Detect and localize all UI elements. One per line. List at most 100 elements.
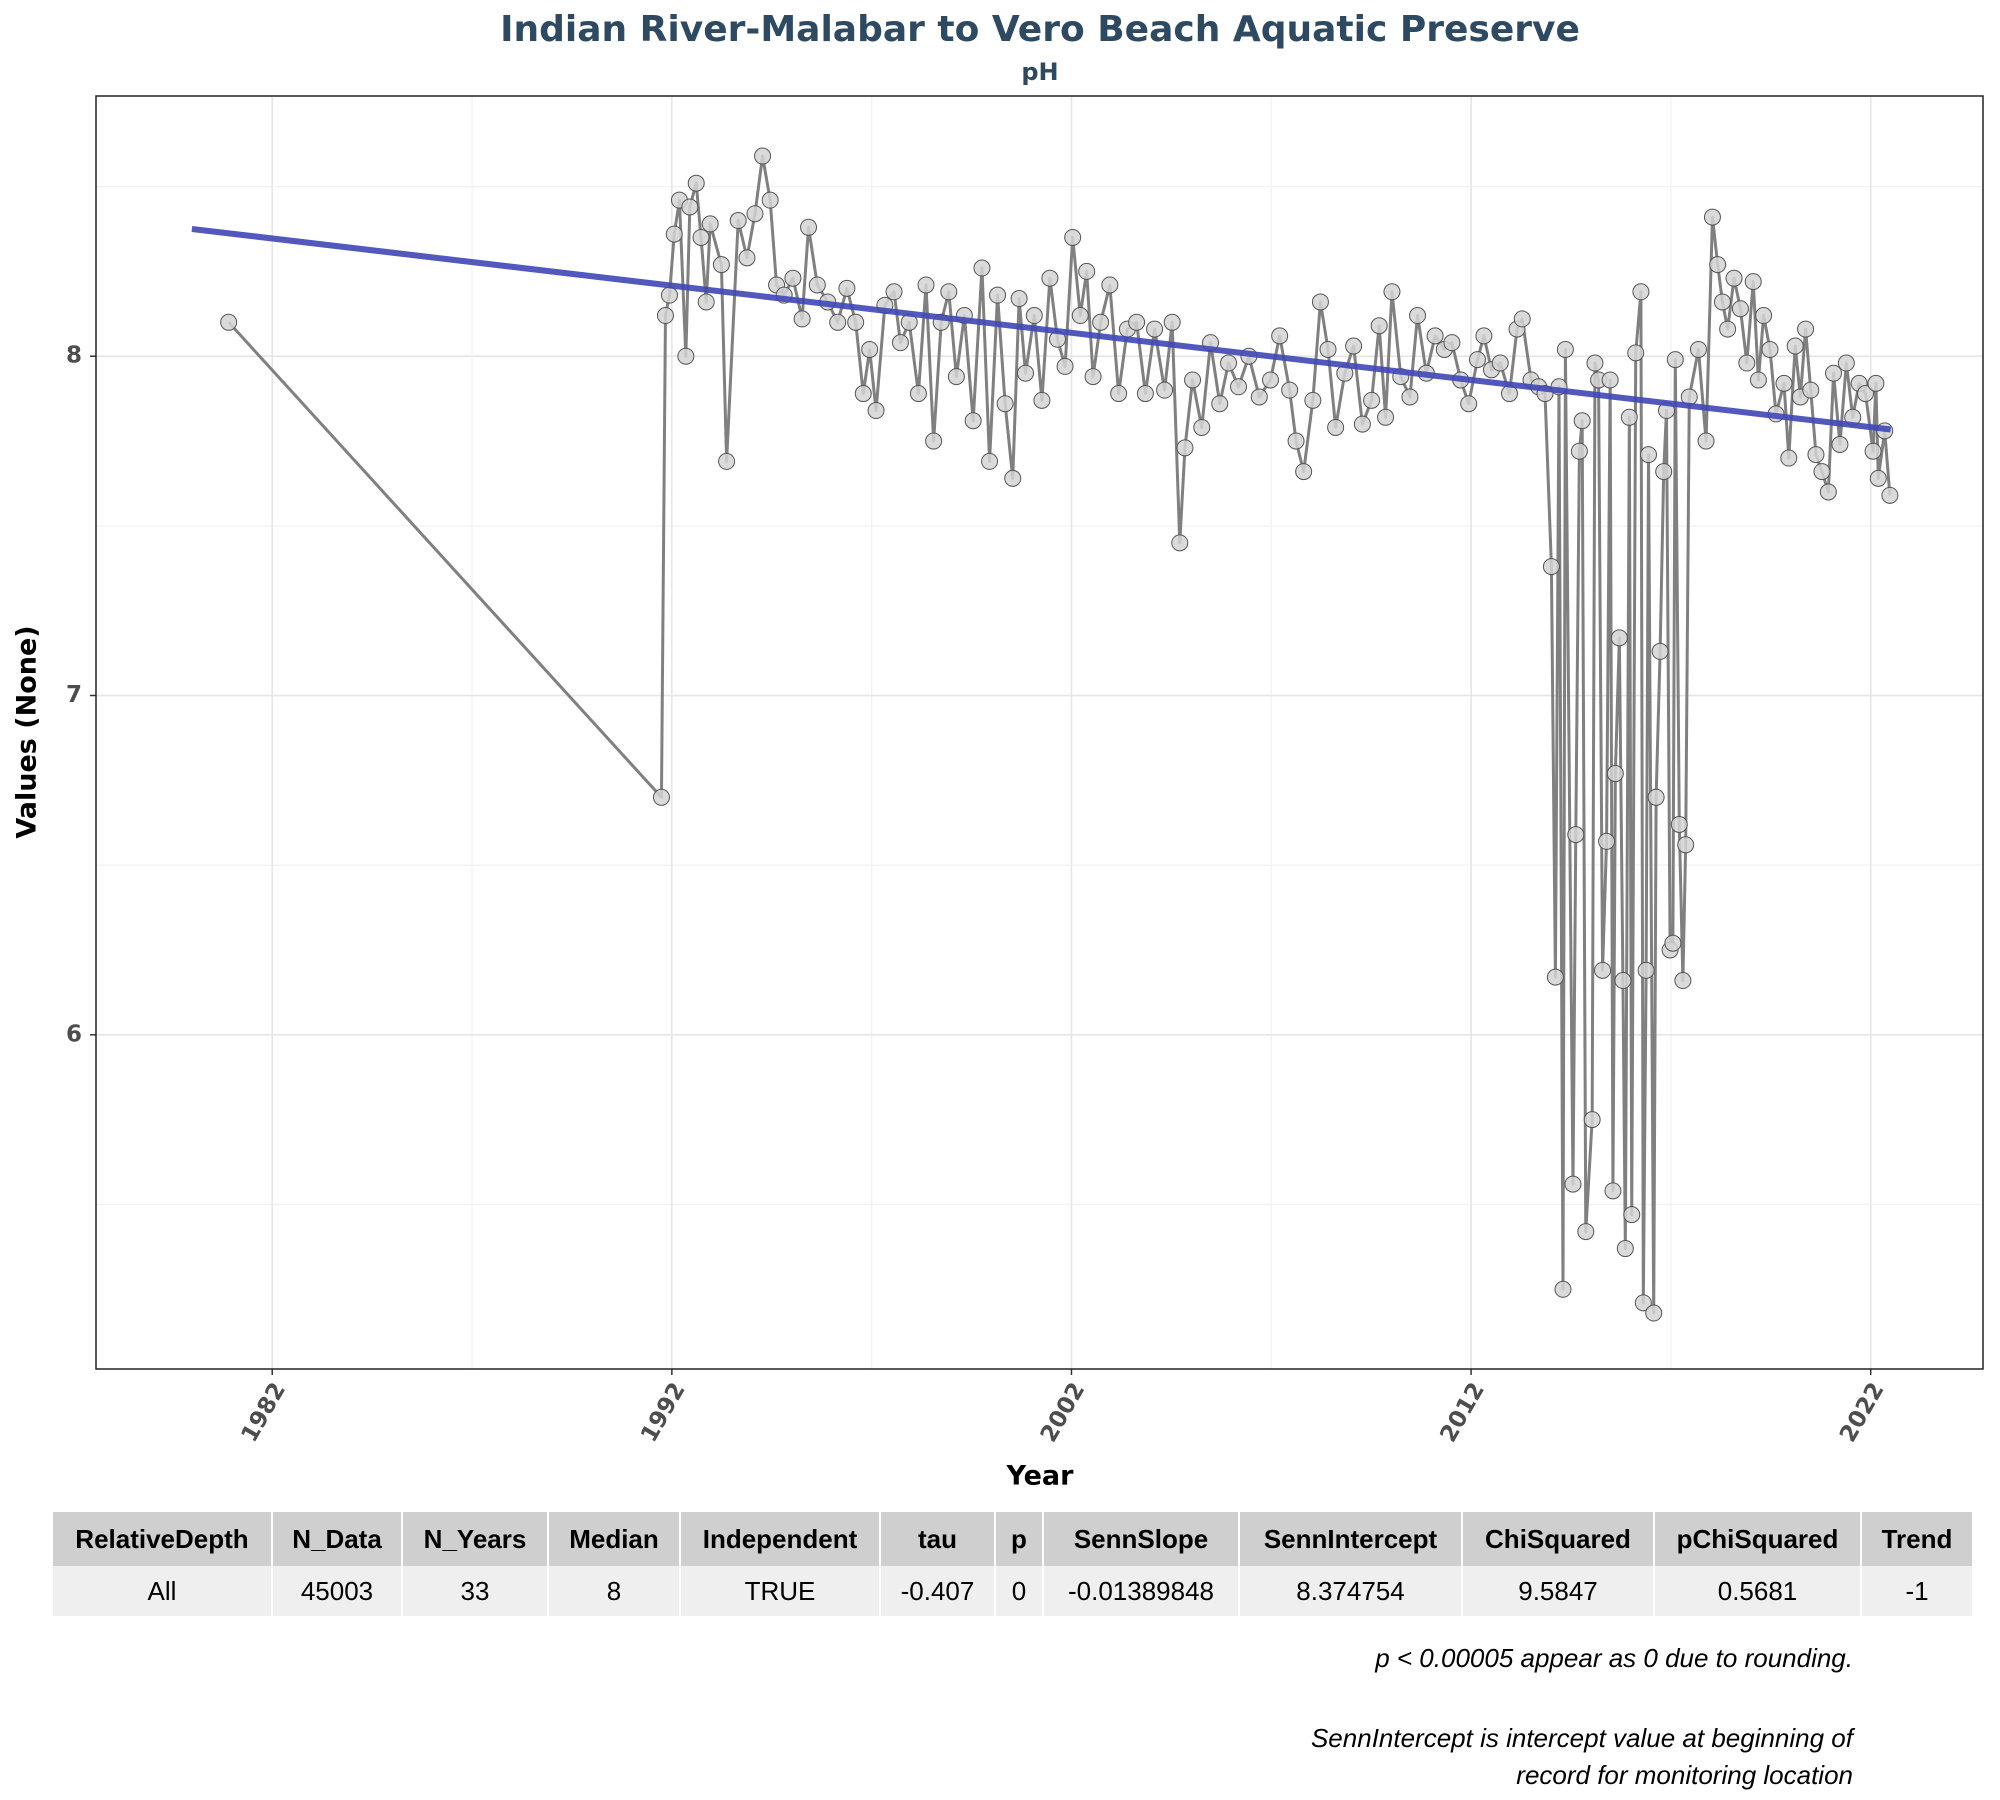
data-point [1666, 351, 1684, 369]
data-point [1601, 371, 1619, 389]
data-point [1128, 313, 1146, 331]
plot-background [96, 96, 1983, 1369]
data-point [1802, 381, 1820, 399]
data-point [1136, 385, 1154, 403]
x-tick-label: 1982 [237, 1378, 292, 1446]
data-point [1627, 344, 1645, 362]
data-point [677, 347, 695, 365]
data-point [697, 293, 715, 311]
data-point [1573, 412, 1591, 430]
data-point [1033, 391, 1051, 409]
data-point [1475, 327, 1493, 345]
column-header: N_Years [403, 1512, 547, 1566]
data-point [1577, 1223, 1595, 1241]
data-point [1556, 340, 1574, 358]
table-cell: All [53, 1566, 271, 1616]
data-point [1731, 300, 1749, 318]
data-point [1881, 486, 1899, 504]
data-point [1598, 832, 1616, 850]
data-point [1775, 374, 1793, 392]
data-line [227, 154, 1892, 1315]
y-tick-label: 8 [66, 343, 82, 369]
data-point [1211, 395, 1229, 413]
data-point [964, 412, 982, 430]
data-point [1004, 469, 1022, 487]
data-point [1071, 307, 1089, 325]
data-point [1287, 432, 1305, 450]
data-point [1353, 415, 1371, 433]
data-point [784, 269, 802, 287]
x-tick-label: 2002 [1036, 1378, 1091, 1446]
data-point [718, 452, 736, 470]
data-point [1632, 283, 1650, 301]
data-point [1370, 317, 1388, 335]
data-point [1401, 388, 1419, 406]
data-point [712, 256, 730, 274]
data-point [1092, 313, 1110, 331]
data-point [847, 313, 865, 331]
data-point [746, 205, 764, 223]
data-point [996, 395, 1014, 413]
data-point [1010, 290, 1028, 308]
note: record for monitoring location [1516, 1760, 1853, 1790]
column-header: ChiSquared [1463, 1512, 1653, 1566]
column-header: N_Data [273, 1512, 401, 1566]
column-header: SennIntercept [1240, 1512, 1461, 1566]
note: SennIntercept is intercept value at begi… [1310, 1723, 1853, 1753]
data-point [1819, 483, 1837, 501]
data-point [729, 212, 747, 230]
data-point [701, 215, 719, 233]
data-point [1647, 788, 1665, 806]
column-header: Median [549, 1512, 679, 1566]
data-point [1056, 357, 1074, 375]
data-point [867, 402, 885, 420]
data-point [1468, 351, 1486, 369]
data-point [1755, 307, 1773, 325]
data-point [1616, 1240, 1634, 1258]
column-header: Trend [1862, 1512, 1972, 1566]
data-point [1664, 934, 1682, 952]
note: p < 0.00005 appear as 0 due to rounding. [1375, 1643, 1853, 1673]
data-point [1163, 313, 1181, 331]
data-point [1409, 307, 1427, 325]
data-point [1570, 442, 1588, 460]
data-point [1345, 337, 1363, 355]
data-point [1363, 391, 1381, 409]
table-cell: 9.5847 [1463, 1566, 1653, 1616]
data-point [1542, 558, 1560, 576]
data-point [1825, 364, 1843, 382]
data-point [1220, 354, 1238, 372]
data-point [861, 340, 879, 358]
data-point [1713, 293, 1731, 311]
data-point [1064, 228, 1082, 246]
column-header: p [996, 1512, 1042, 1566]
table-cell: 8 [549, 1566, 679, 1616]
table-cell: -1 [1862, 1566, 1972, 1616]
data-point [854, 385, 872, 403]
data-point [1567, 826, 1585, 844]
data-point [652, 788, 670, 806]
data-point [1193, 418, 1211, 436]
data-point [1261, 371, 1279, 389]
data-point [1110, 385, 1128, 403]
data-point [1867, 374, 1885, 392]
data-point [1295, 463, 1313, 481]
data-point [1864, 442, 1882, 460]
chart-title: Indian River-Malabar to Vero Beach Aquat… [500, 9, 1580, 50]
data-point [800, 218, 818, 236]
table-cell: TRUE [681, 1566, 879, 1616]
y-tick-label: 7 [66, 682, 82, 708]
data-point [1749, 371, 1767, 389]
data-point [925, 432, 943, 450]
data-point [1513, 310, 1531, 328]
table-body: All 45003 33 8 TRUE -0.407 0 -0.01389848 8.37475… [53, 1566, 1972, 1616]
data-point [1327, 418, 1345, 436]
data-point [1230, 378, 1248, 396]
data-point [909, 385, 927, 403]
data-point [1171, 534, 1189, 552]
data-point [1744, 273, 1762, 291]
data-point [917, 276, 935, 294]
data-point [1383, 283, 1401, 301]
data-point [1156, 381, 1174, 399]
data-point [687, 174, 705, 192]
